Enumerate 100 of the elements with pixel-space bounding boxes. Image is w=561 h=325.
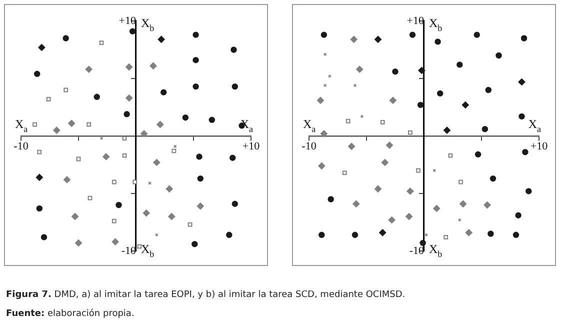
point	[140, 130, 148, 138]
point	[230, 46, 237, 53]
point	[374, 185, 382, 192]
point	[474, 32, 480, 38]
point	[380, 120, 385, 124]
point	[392, 68, 398, 75]
point	[465, 229, 472, 236]
point	[99, 40, 104, 46]
point	[462, 102, 469, 108]
point	[116, 202, 122, 208]
point	[192, 83, 199, 90]
point	[230, 154, 236, 161]
x-tick-label: +10	[242, 140, 260, 152]
x-tick-label: -10	[302, 140, 317, 152]
point	[352, 200, 360, 208]
point	[386, 142, 393, 149]
point	[153, 159, 160, 166]
point	[360, 114, 364, 118]
point	[317, 96, 324, 104]
point	[484, 202, 491, 208]
point	[485, 86, 492, 94]
point	[456, 62, 463, 68]
point	[142, 210, 150, 216]
point	[36, 174, 43, 181]
source-note: Fuente: elaboración propia.	[6, 308, 136, 321]
point	[388, 216, 396, 224]
point	[38, 44, 46, 51]
point	[520, 35, 528, 42]
point	[420, 240, 426, 246]
point	[474, 151, 482, 158]
point	[168, 213, 176, 220]
point	[432, 168, 436, 172]
point	[318, 232, 325, 238]
point	[409, 32, 416, 38]
point	[232, 83, 238, 90]
point	[192, 241, 198, 248]
point	[490, 175, 496, 182]
point	[356, 66, 364, 73]
point	[352, 232, 358, 238]
point	[158, 36, 165, 43]
point	[196, 202, 204, 210]
point	[350, 36, 358, 43]
point	[94, 94, 100, 100]
point	[75, 240, 82, 246]
point	[379, 229, 386, 236]
x-tick-label: +10	[530, 140, 548, 152]
point	[353, 84, 357, 88]
point	[124, 111, 130, 118]
point	[62, 35, 69, 42]
point	[37, 150, 42, 154]
point	[444, 126, 450, 134]
point	[346, 118, 350, 124]
point	[86, 122, 92, 127]
point	[156, 121, 164, 128]
point	[40, 234, 48, 240]
point	[406, 213, 412, 220]
point	[112, 180, 116, 184]
point	[192, 57, 199, 64]
point	[390, 96, 396, 104]
point	[518, 113, 525, 120]
point	[129, 28, 136, 34]
point	[434, 38, 441, 45]
point	[132, 180, 138, 184]
point	[112, 238, 119, 246]
point	[458, 180, 463, 184]
point	[34, 70, 40, 77]
point	[416, 168, 420, 173]
point	[512, 232, 520, 238]
point	[112, 218, 116, 224]
point	[433, 205, 440, 212]
point	[53, 126, 60, 134]
point	[72, 213, 78, 220]
point	[122, 136, 127, 140]
point	[328, 196, 334, 202]
point	[381, 159, 388, 166]
point	[482, 126, 488, 132]
point	[348, 142, 355, 150]
point	[196, 154, 202, 160]
point	[418, 67, 426, 74]
point	[406, 188, 414, 195]
point	[232, 200, 238, 207]
point	[64, 176, 70, 184]
point	[197, 175, 204, 182]
point	[318, 162, 326, 170]
point	[100, 136, 104, 140]
x-tick-label: -10	[14, 140, 29, 152]
point	[496, 52, 502, 59]
point	[320, 32, 328, 38]
point	[460, 200, 467, 208]
point	[226, 232, 232, 238]
point	[36, 205, 42, 212]
text: Figura 7. DMD, a) al imitar la tarea EOPI, y b) al imitar la tarea SCD, mediante OCIMSD.	[6, 289, 406, 302]
point	[458, 218, 462, 222]
point	[126, 94, 133, 102]
point	[88, 196, 92, 200]
point	[208, 116, 215, 123]
point	[102, 153, 110, 160]
point	[515, 212, 522, 218]
point	[192, 32, 199, 38]
point	[374, 36, 382, 43]
